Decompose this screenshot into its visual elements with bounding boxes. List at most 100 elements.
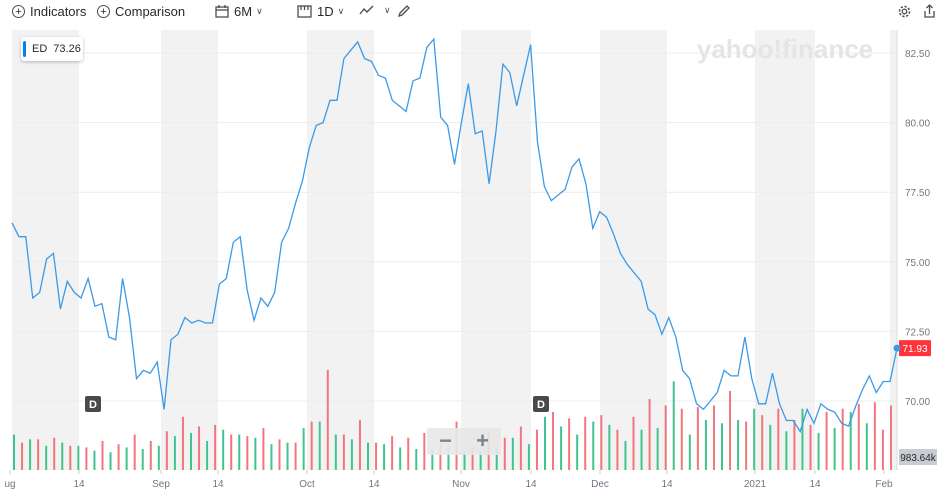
volume-bar-down (712, 405, 715, 470)
symbol-value: 73.26 (53, 43, 81, 55)
settings-button[interactable] (897, 4, 917, 19)
zoom-out-button[interactable]: − (439, 428, 452, 453)
x-tick-label: 14 (368, 479, 380, 490)
volume-bar-down (342, 434, 345, 470)
x-tick-label: Sep (152, 479, 170, 490)
volume-bar-down (777, 408, 780, 470)
volume-bar-down (246, 436, 249, 470)
volume-bar-down (632, 416, 635, 470)
volume-bar-down (519, 426, 522, 470)
volume-bar-up (447, 445, 450, 470)
volume-bar-up (334, 434, 337, 470)
symbol-legend[interactable]: ED 73.26 (21, 37, 83, 61)
volume-bar-up (753, 408, 756, 470)
last-price-dot (893, 344, 901, 352)
volume-bar-up (399, 447, 402, 470)
volume-bar-down (745, 421, 748, 470)
volume-bar-up (254, 437, 257, 470)
volume-bar-up (173, 436, 176, 470)
alternate-period-band (600, 30, 667, 470)
candle-interval-icon (297, 5, 312, 18)
volume-bar-up (801, 408, 804, 470)
alternate-period-band (890, 30, 897, 470)
volume-bar-down (326, 370, 329, 470)
volume-bar-down (439, 444, 442, 470)
volume-bar-down (841, 408, 844, 470)
volume-bar-up (29, 439, 32, 470)
volume-bar-down (664, 405, 667, 470)
volume-bar-up (479, 452, 482, 470)
alternate-period-band (161, 30, 218, 470)
volume-bar-down (294, 442, 297, 470)
pencil-icon (397, 4, 411, 18)
volume-bar-down (117, 444, 120, 470)
volume-bar-up (206, 440, 209, 470)
volume-bar-up (45, 445, 48, 470)
volume-bar-up (769, 424, 772, 470)
volume-bar-up (318, 421, 321, 470)
interval-dropdown[interactable]: 1D ∨ (297, 4, 344, 19)
volume-bar-down (584, 416, 587, 470)
chart-toolbar: + Indicators + Comparison 6M ∨ 1D ∨ ∨ (0, 0, 938, 28)
x-tick-label: Feb (875, 479, 893, 490)
volume-bar-down (165, 431, 168, 470)
dividend-marker-label: D (89, 399, 97, 411)
volume-bar-up (688, 434, 691, 470)
volume-bar-down (133, 434, 136, 470)
line-chart-icon (359, 4, 375, 16)
add-circle-icon: + (12, 5, 25, 18)
comparison-button[interactable]: + Comparison (97, 4, 185, 19)
interval-label: 1D (317, 4, 334, 19)
alternate-period-band (755, 30, 815, 470)
volume-bar-up (592, 421, 595, 470)
volume-bar-down (407, 437, 410, 470)
volume-bar-up (865, 423, 868, 470)
zoom-controls: − + (427, 428, 501, 455)
x-tick-label: 14 (73, 479, 85, 490)
volume-bar-down (889, 405, 892, 470)
date-range-dropdown[interactable]: 6M ∨ (215, 4, 263, 19)
volume-bar-up (511, 437, 514, 470)
x-tick-label: 14 (661, 479, 673, 490)
dividend-marker-label: D (537, 399, 545, 411)
add-circle-icon: + (97, 5, 110, 18)
volume-bar-down (198, 426, 201, 470)
volume-bar-down (375, 442, 378, 470)
volume-bar-down (21, 442, 24, 470)
volume-bar-down (809, 424, 812, 470)
symbol-label: ED (32, 43, 48, 55)
zoom-in-button[interactable]: + (476, 428, 489, 453)
volume-bar-down (552, 411, 555, 470)
y-tick-label: 77.50 (905, 188, 930, 199)
volume-bar-up (141, 449, 144, 470)
date-range-label: 6M (234, 4, 253, 19)
volume-bar-up (77, 445, 80, 470)
y-tick-label: 80.00 (905, 119, 930, 130)
chevron-down-icon: ∨ (384, 4, 391, 15)
volume-bar-down (857, 403, 860, 470)
volume-bar-up (833, 428, 836, 470)
draw-button[interactable] (397, 4, 416, 18)
volume-bar-up (286, 442, 289, 470)
chart-type-dropdown[interactable]: ∨ (359, 4, 391, 16)
gear-icon (897, 4, 912, 19)
volume-bar-down (471, 447, 474, 470)
volume-bar-down (310, 421, 313, 470)
share-icon (923, 4, 936, 19)
volume-bar-up (415, 449, 418, 470)
x-tick-label: 2021 (744, 479, 767, 490)
volume-bar-up (737, 420, 740, 470)
volume-bar-down (535, 429, 538, 470)
volume-bar-down (680, 408, 683, 470)
calendar-icon (215, 5, 229, 18)
indicators-button[interactable]: + Indicators (12, 4, 86, 19)
volume-bar-down (423, 432, 426, 470)
volume-bar-down (85, 447, 88, 470)
share-button[interactable] (923, 4, 938, 19)
last-price-badge (899, 340, 931, 357)
volume-badge (899, 449, 937, 465)
volume-bar-down (696, 407, 699, 470)
volume-bar-up (13, 434, 15, 470)
volume-bar-down (825, 411, 828, 470)
